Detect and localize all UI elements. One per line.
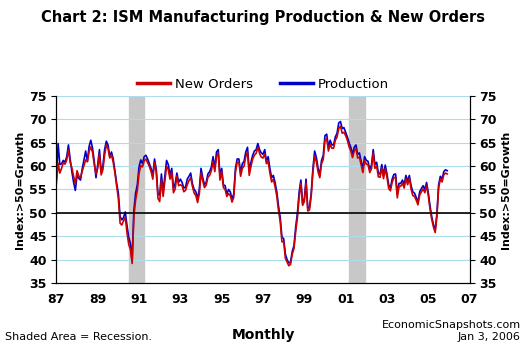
Text: Chart 2: ISM Manufacturing Production & New Orders: Chart 2: ISM Manufacturing Production & … [41, 10, 485, 25]
Bar [349, 96, 365, 283]
Legend: New Orders, Production: New Orders, Production [132, 72, 394, 96]
Y-axis label: Index:>50=Growth: Index:>50=Growth [501, 130, 511, 248]
Text: Shaded Area = Recession.: Shaded Area = Recession. [5, 332, 153, 342]
Y-axis label: Index:>50=Growth: Index:>50=Growth [15, 130, 25, 248]
Text: Monthly: Monthly [231, 327, 295, 342]
Bar [129, 96, 144, 283]
Text: EconomicSnapshots.com
Jan 3, 2006: EconomicSnapshots.com Jan 3, 2006 [382, 320, 521, 342]
